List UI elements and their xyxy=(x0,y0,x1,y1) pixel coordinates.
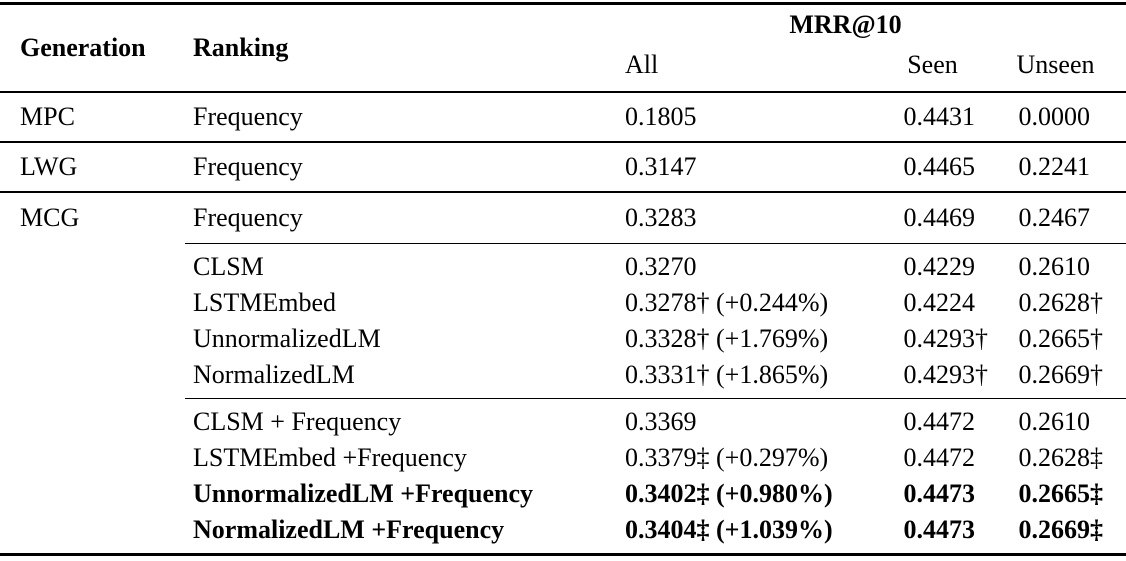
col-header-generation: Generation xyxy=(0,3,185,93)
ranking-cell: Frequency xyxy=(185,141,625,192)
mrr-unseen-cell: 0.2665‡ xyxy=(1018,479,1104,508)
ranking-cell: Frequency xyxy=(185,191,625,244)
generation-cell: MPC xyxy=(0,91,185,142)
mrr-seen-cell: 0.4224 xyxy=(880,285,985,321)
mrr-all-cell: 0.3402‡ (+0.980%) xyxy=(625,479,833,508)
mrr-seen-cell: 0.4469 xyxy=(880,191,985,244)
mrr-unseen-cell: 0.2610 xyxy=(985,398,1126,440)
table-row: MPC Frequency 0.1805 0.4431 0.0000 xyxy=(0,91,1126,142)
unseen-value: 0.2665 xyxy=(1018,324,1091,353)
mrr-seen-cell: 0.4472 xyxy=(880,398,985,440)
col-header-ranking: Ranking xyxy=(185,3,625,93)
mrr-all-cell: 0.1805 xyxy=(625,91,880,142)
mrr-unseen-cell: 0.2669‡ xyxy=(1018,515,1104,544)
col-header-unseen: Unseen xyxy=(985,45,1126,93)
mrr-seen-cell: 0.4229 xyxy=(880,243,985,285)
mrr-all-cell: 0.3369 xyxy=(625,398,880,440)
table-row: UnnormalizedLM +Frequency 0.3402‡ (+0.98… xyxy=(0,476,1126,512)
ranking-cell: UnnormalizedLM +Frequency xyxy=(193,479,534,508)
ranking-cell: NormalizedLM +Frequency xyxy=(193,515,505,544)
table-row: NormalizedLM 0.3331† (+1.865%) 0.4293† 0… xyxy=(0,357,1126,399)
table-row: MCG Frequency 0.3283 0.4469 0.2467 xyxy=(0,191,1126,555)
table-row: LWG Frequency 0.3147 0.4465 0.2241 xyxy=(0,141,1126,192)
seen-value: 0.4293 xyxy=(903,324,976,353)
seen-value: 0.4472 xyxy=(903,407,976,436)
mrr-seen-cell: 0.4293† xyxy=(903,324,989,353)
ranking-cell: Frequency xyxy=(185,91,625,142)
mrr-seen-cell: 0.4465 xyxy=(880,141,985,192)
unseen-value: 0.2610 xyxy=(1018,252,1091,281)
unseen-value: 0.2610 xyxy=(1018,407,1091,436)
table-row: CLSM + Frequency 0.3369 0.4472 0.2610 xyxy=(0,398,1126,440)
header-row-group: Generation Ranking MRR@10 xyxy=(0,3,1126,93)
mrr-seen-cell: 0.4431 xyxy=(880,91,985,142)
ranking-cell: CLSM + Frequency xyxy=(185,398,625,440)
mrr-all-cell: 0.3379‡ (+0.297%) xyxy=(625,443,829,472)
seen-value: 0.4465 xyxy=(903,152,976,181)
mrr-unseen-cell: 0.2665† xyxy=(1018,324,1104,353)
seen-value: 0.4431 xyxy=(903,102,976,131)
header-row-sub: All Seen Unseen xyxy=(0,45,1126,93)
table-row: UnnormalizedLM 0.3328† (+1.769%) 0.4293†… xyxy=(0,321,1126,357)
col-header-all: All xyxy=(625,45,880,93)
mrr-seen-cell: 0.4473 xyxy=(880,476,985,512)
seen-value: 0.4473 xyxy=(903,479,976,508)
unseen-value: 0.2669 xyxy=(1018,360,1091,389)
unseen-value: 0.0000 xyxy=(1018,102,1091,131)
seen-value: 0.4224 xyxy=(903,288,976,317)
mrr-unseen-cell: 0.2628‡ xyxy=(1018,443,1104,472)
table-row: LSTMEmbed 0.3278† (+0.244%) 0.4224 0.262… xyxy=(0,285,1126,321)
seen-value: 0.4473 xyxy=(903,515,976,544)
mrr-all-cell: 0.3331† (+1.865%) xyxy=(625,360,829,389)
seen-value: 0.4293 xyxy=(903,360,976,389)
col-header-metric-group: MRR@10 xyxy=(789,10,902,39)
mrr-all-cell: 0.3328† (+1.769%) xyxy=(625,324,829,353)
mrr-seen-cell: 0.4472 xyxy=(880,440,985,476)
mrr-unseen-cell: 0.2241 xyxy=(985,141,1126,192)
mrr-all-cell: 0.3404‡ (+1.039%) xyxy=(625,515,833,544)
seen-value: 0.4229 xyxy=(903,252,976,281)
table-row: LSTMEmbed +Frequency 0.3379‡ (+0.297%) 0… xyxy=(0,440,1126,476)
mrr-unseen-cell: 0.2467 xyxy=(985,191,1126,244)
ranking-cell: LSTMEmbed xyxy=(193,288,336,317)
mrr-all-cell: 0.3283 xyxy=(625,191,880,244)
unseen-value: 0.2628 xyxy=(1018,288,1091,317)
mrr-unseen-cell: 0.2610 xyxy=(985,243,1126,285)
mrr-seen-cell: 0.4473 xyxy=(880,512,985,555)
seen-value: 0.4472 xyxy=(903,443,976,472)
table-row: NormalizedLM +Frequency 0.3404‡ (+1.039%… xyxy=(0,512,1126,555)
mrr-unseen-cell: 0.2628† xyxy=(1018,288,1104,317)
ranking-cell: LSTMEmbed +Frequency xyxy=(193,443,467,472)
mrr-all-cell: 0.3147 xyxy=(625,141,880,192)
unseen-value: 0.2665 xyxy=(1018,479,1091,508)
seen-value: 0.4469 xyxy=(903,203,976,232)
unseen-value: 0.2241 xyxy=(1018,152,1091,181)
mrr-seen-cell: 0.4293† xyxy=(903,360,989,389)
unseen-value: 0.2467 xyxy=(1018,203,1091,232)
table-row: CLSM 0.3270 0.4229 0.2610 xyxy=(0,243,1126,285)
ranking-cell: UnnormalizedLM xyxy=(193,324,381,353)
generation-cell: LWG xyxy=(0,141,185,192)
unseen-value: 0.2669 xyxy=(1018,515,1091,544)
col-header-seen: Seen xyxy=(880,45,985,93)
unseen-value: 0.2628 xyxy=(1018,443,1091,472)
ranking-cell: CLSM xyxy=(185,243,625,285)
mrr-all-cell: 0.3278† (+0.244%) xyxy=(625,288,829,317)
mrr-all-cell: 0.3270 xyxy=(625,243,880,285)
ranking-cell: NormalizedLM xyxy=(193,360,355,389)
mrr-unseen-cell: 0.0000 xyxy=(985,91,1126,142)
generation-cell: MCG xyxy=(0,191,185,555)
mrr-unseen-cell: 0.2669† xyxy=(1018,360,1104,389)
